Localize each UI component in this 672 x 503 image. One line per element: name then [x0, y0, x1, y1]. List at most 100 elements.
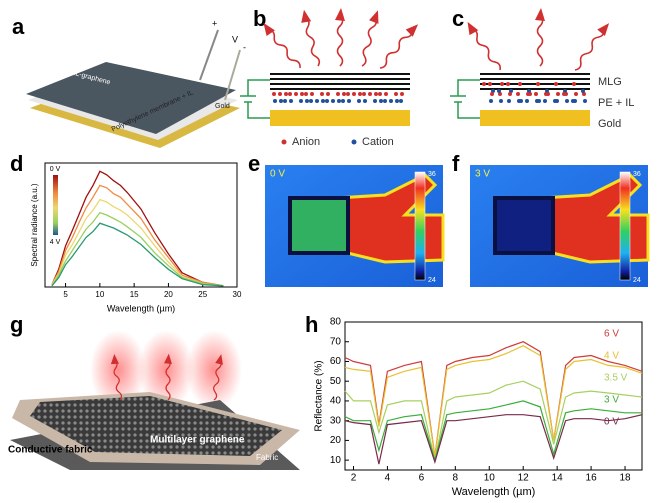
- cation: [379, 99, 383, 103]
- arrow: [461, 18, 505, 74]
- y-axis-label: Reflectance (%): [314, 360, 325, 431]
- anion: [518, 82, 522, 86]
- cation: [565, 99, 569, 103]
- x-tick-label: 4: [385, 473, 391, 484]
- anion: [294, 92, 298, 96]
- x-tick-label: 25: [198, 290, 207, 299]
- scale-min: 24: [633, 277, 641, 284]
- anion: [288, 92, 292, 96]
- anion: [554, 82, 558, 86]
- y-tick-label: 30: [330, 415, 342, 426]
- anion: [506, 82, 510, 86]
- cation: [331, 99, 335, 103]
- thermal-image: 3 V 36 24: [470, 165, 650, 287]
- cation: [273, 99, 277, 103]
- cation: [363, 99, 367, 103]
- cation: [357, 99, 361, 103]
- anion: [300, 92, 304, 96]
- series-line: [51, 170, 224, 287]
- series-line: [51, 211, 224, 287]
- scale-max: 36: [428, 171, 436, 178]
- colorbar: [619, 171, 631, 281]
- voltage-label: 0 V: [270, 169, 285, 180]
- cation: [497, 89, 501, 93]
- cation: [535, 99, 539, 103]
- cation: [543, 99, 547, 103]
- anion: [272, 92, 276, 96]
- anion: [544, 92, 548, 96]
- panel-label: f: [452, 151, 460, 176]
- cation: [489, 99, 493, 103]
- layer-stack: [240, 73, 410, 126]
- emission-arrows: [258, 7, 422, 73]
- colorbar: [53, 175, 58, 235]
- arrow: [297, 7, 324, 69]
- scale-min: 24: [428, 277, 436, 284]
- series-line: [51, 184, 224, 287]
- cation: [309, 99, 313, 103]
- series-label: 0 V: [604, 417, 619, 428]
- glow: [186, 330, 242, 410]
- anion: [352, 92, 356, 96]
- voltage-label: 3 V: [475, 169, 490, 180]
- x-tick-label: 10: [484, 473, 496, 484]
- voltage-label: V: [232, 34, 238, 44]
- anion: [556, 92, 560, 96]
- anion: [490, 92, 494, 96]
- series-line: [344, 400, 642, 463]
- anion: [536, 82, 540, 86]
- x-tick-label: 6: [419, 473, 425, 484]
- colorbar-label: 0 V: [50, 166, 61, 173]
- anion: [304, 92, 308, 96]
- anion: [384, 92, 388, 96]
- x-tick-label: 18: [619, 473, 631, 484]
- layer-label: Multilayer graphene: [150, 435, 245, 446]
- x-tick-label: 20: [164, 290, 173, 299]
- cation: [341, 99, 345, 103]
- layer-stack: [450, 73, 590, 126]
- plot-frame: [44, 162, 238, 288]
- cation: [373, 99, 377, 103]
- plus-sign: +: [212, 18, 217, 28]
- cation: [321, 99, 325, 103]
- panel-label: d: [10, 151, 23, 176]
- anion: [394, 92, 398, 96]
- panel-label: b: [253, 6, 266, 31]
- arrow: [534, 7, 546, 67]
- x-tick-label: 14: [552, 473, 564, 484]
- x-tick-label: 15: [130, 290, 139, 299]
- cation: [389, 99, 393, 103]
- anion: [526, 92, 530, 96]
- x-tick-label: 5: [63, 290, 68, 299]
- anion: [482, 82, 486, 86]
- device: [493, 196, 555, 255]
- x-axis-label: Wavelength (µm): [107, 303, 175, 313]
- cation: [517, 99, 521, 103]
- cation: [553, 99, 557, 103]
- anion: [488, 82, 492, 86]
- cation: [315, 99, 319, 103]
- x-tick-label: 30: [233, 290, 242, 299]
- legend-label: Anion: [292, 136, 320, 148]
- series-line: [344, 380, 643, 461]
- arrow: [375, 19, 422, 73]
- cation: [499, 99, 503, 103]
- layer-label: Fabric: [256, 453, 278, 462]
- circuit: [240, 79, 270, 119]
- anion: [336, 92, 340, 96]
- anion: [342, 92, 346, 96]
- cation: [383, 99, 387, 103]
- anion: [508, 92, 512, 96]
- x-tick-label: 10: [95, 290, 104, 299]
- y-tick-label: 80: [330, 317, 342, 328]
- anion: [574, 92, 578, 96]
- anion: [310, 92, 314, 96]
- gold-layer: [480, 110, 590, 126]
- cation: [325, 99, 329, 103]
- y-tick-label: 50: [330, 376, 342, 387]
- y-tick-label: 40: [330, 396, 342, 407]
- arrow: [356, 7, 383, 69]
- anion: [374, 92, 378, 96]
- colorbar-label: 4 V: [50, 239, 61, 246]
- cation: [507, 99, 511, 103]
